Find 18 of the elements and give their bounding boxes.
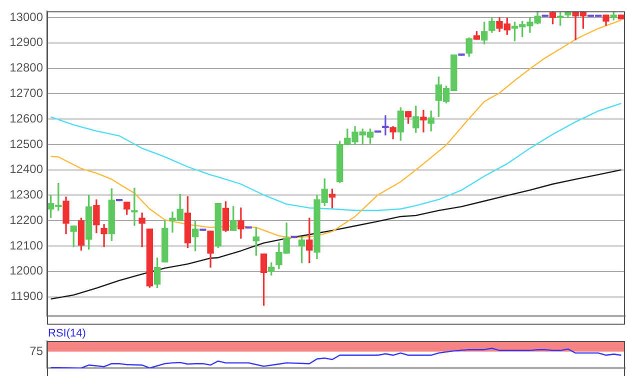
y-tick-label: 12500: [10, 136, 44, 151]
y-tick-label: 12800: [10, 60, 44, 75]
y-tick-label: 11900: [10, 289, 44, 304]
candlestick: [138, 212, 146, 248]
candlestick: [420, 110, 427, 132]
y-tick-label: 12000: [10, 264, 44, 278]
chart-title: RSI(14): [48, 328, 86, 340]
y-tick-label: 12200: [10, 212, 44, 227]
y-tick-label: 13000: [10, 10, 44, 24]
candlestick: [131, 188, 138, 226]
text: 75: [30, 344, 44, 358]
y-tick-label: 12600: [10, 111, 44, 126]
y-tick-label: 12700: [10, 86, 44, 100]
candlestick: [382, 115, 389, 136]
y-tick-label: 12300: [10, 188, 44, 202]
y-tick-label: 12900: [10, 35, 44, 50]
y-tick-label: 12100: [10, 238, 44, 252]
y-tick-label: 12400: [10, 162, 44, 176]
